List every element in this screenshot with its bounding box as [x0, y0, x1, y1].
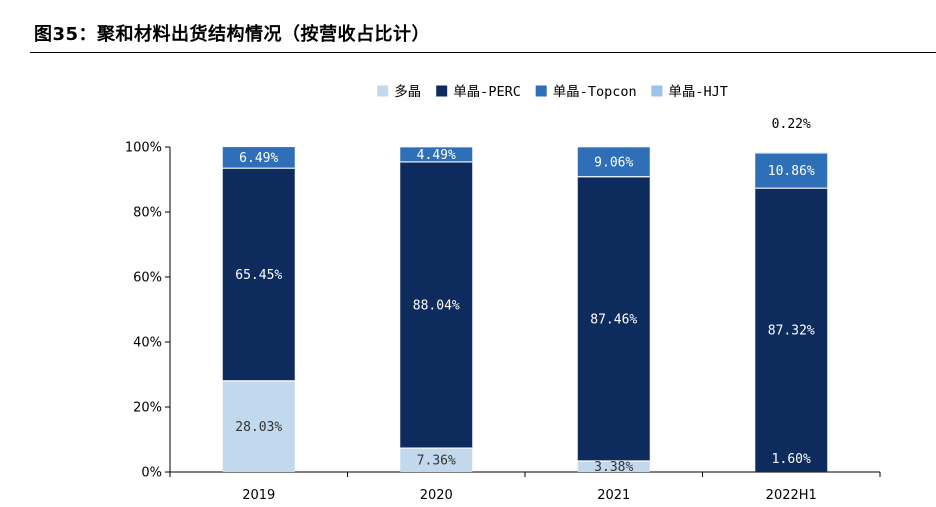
data-label: 0.22% [772, 117, 811, 132]
data-label: 3.38% [594, 460, 633, 475]
bar-segment [222, 168, 295, 381]
data-label: 87.32% [768, 324, 815, 339]
data-label: 28.03% [235, 420, 282, 435]
bars [222, 147, 828, 472]
bar-segment [222, 380, 295, 472]
y-tick-label: 60% [133, 271, 162, 286]
data-label: 65.45% [235, 268, 282, 283]
legend-swatch [651, 85, 663, 97]
legend-swatch [535, 85, 547, 97]
bar-segment [400, 147, 473, 162]
data-labels: 28.03% 65.45% 6.49% 7.36% 88.04% 4.49% 3.38% 87… [235, 117, 815, 475]
y-tick-label: 100% [125, 141, 162, 156]
x-axis: 2019 2020 2021 2022H1 [169, 471, 881, 503]
bar-segment [400, 161, 473, 449]
legend-label: 单晶-Topcon [553, 84, 637, 100]
data-label: 88.04% [413, 299, 460, 314]
legend-swatch [377, 85, 389, 97]
data-label: 1.60% [772, 452, 811, 467]
x-tick-label: 2020 [420, 488, 453, 503]
bar-segment [222, 147, 295, 169]
data-label: 4.49% [417, 148, 456, 163]
y-tick-label: 40% [133, 336, 162, 351]
y-tick-label: 80% [133, 206, 162, 221]
bar-segment [577, 461, 650, 472]
title-divider [30, 52, 936, 53]
bar-segment [577, 176, 650, 462]
data-label: 87.46% [590, 312, 637, 327]
x-tick-label: 2019 [242, 488, 275, 503]
legend-swatch [436, 85, 448, 97]
bar-segment [400, 448, 473, 472]
figure-title: 图35：聚和材料出货结构情况（按营收占比计） [34, 24, 431, 45]
data-label: 6.49% [239, 151, 278, 166]
x-tick-label: 2022H1 [766, 488, 817, 503]
x-tick-label: 2021 [597, 488, 630, 503]
legend: 多晶 单晶-PERC 单晶-Topcon 单晶-HJT [377, 83, 728, 100]
y-tick-label: 0% [141, 466, 162, 481]
legend-label: 单晶-PERC [453, 84, 521, 100]
data-label: 7.36% [417, 454, 456, 469]
y-axis: 0% 20% 40% 60% 80% 100% [125, 141, 171, 481]
bar-segment [755, 152, 828, 189]
data-label: 9.06% [594, 156, 633, 171]
y-tick-label: 20% [133, 401, 162, 416]
legend-label: 多晶 [394, 83, 421, 100]
bar-segment [577, 147, 650, 177]
data-label: 10.86% [768, 164, 815, 179]
bar-segment [755, 188, 828, 472]
legend-label: 单晶-HJT [668, 84, 728, 100]
